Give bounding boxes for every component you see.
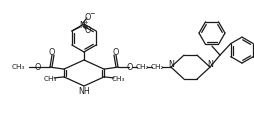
- Text: O: O: [49, 48, 55, 57]
- Text: O: O: [126, 63, 133, 72]
- Text: CH₃: CH₃: [43, 76, 57, 82]
- Text: N: N: [167, 60, 173, 69]
- Text: O: O: [35, 63, 41, 72]
- Text: N: N: [79, 21, 85, 30]
- Text: N: N: [206, 60, 212, 69]
- Text: CH₃: CH₃: [11, 64, 25, 70]
- Text: CH₂: CH₂: [135, 64, 148, 70]
- Text: −: −: [89, 11, 94, 17]
- Text: CH₃: CH₃: [111, 76, 124, 82]
- Text: O: O: [84, 26, 91, 34]
- Text: NH: NH: [78, 87, 89, 96]
- Text: O: O: [84, 13, 91, 22]
- Text: O: O: [112, 48, 119, 57]
- Text: +: +: [83, 19, 88, 25]
- Text: CH₂: CH₂: [150, 64, 163, 70]
